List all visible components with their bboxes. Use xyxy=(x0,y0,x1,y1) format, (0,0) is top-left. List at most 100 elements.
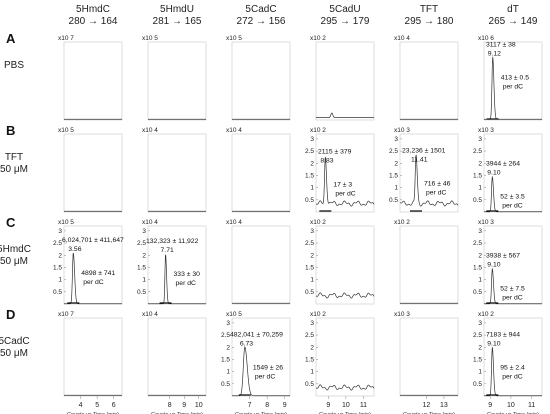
column-header-name: 5CadU xyxy=(329,4,360,15)
y-tick-label: 2.5 xyxy=(137,240,146,247)
y-tick-label: 0.5 xyxy=(473,381,482,388)
y-tick-label: 0.5 xyxy=(305,289,314,296)
x-tick-label: 4 xyxy=(79,402,83,409)
y-tick-label: 1.5 xyxy=(305,172,314,179)
chromatogram-trace xyxy=(484,176,542,213)
scale-label: x10 2 xyxy=(310,219,326,226)
scale-label: x10 2 xyxy=(310,127,326,134)
y-tick-label: 1.5 xyxy=(389,172,398,179)
y-tick-label: 2.5 xyxy=(473,332,482,339)
y-tick-label: 0.5 xyxy=(305,381,314,388)
y-tick-label: 1 xyxy=(142,277,146,284)
panel-frame xyxy=(315,41,375,121)
x-axis-label: Counts vs Time (min) xyxy=(67,412,119,414)
x-axis-label: Counts vs Time (min) xyxy=(403,412,455,414)
y-tick-label: 1 xyxy=(58,277,62,284)
scale-label: x10 5 xyxy=(58,219,74,226)
y-tick-label: 0.5 xyxy=(221,381,230,388)
per-dc-value-label: 413 ± 0.5 xyxy=(501,75,530,82)
peak-time-label: 9.12 xyxy=(488,51,501,58)
scale-label: x10 3 xyxy=(478,127,494,134)
peak-area-label: 3944 ± 264 xyxy=(486,161,520,168)
column-header-transition: 295 → 179 xyxy=(321,16,370,27)
y-tick-label: 2.5 xyxy=(305,332,314,339)
y-tick-label: 1.5 xyxy=(473,172,482,179)
panel-frame xyxy=(63,41,123,121)
column-header-transition: 280 → 164 xyxy=(69,16,118,27)
panel-frame xyxy=(399,133,459,213)
panel-frame xyxy=(231,225,291,305)
per-dc-value-label: 1549 ± 26 xyxy=(253,364,283,371)
y-tick-label: 2 xyxy=(310,160,314,167)
scale-label: x10 2 xyxy=(394,219,410,226)
x-axis-label: Counts vs Time (min) xyxy=(487,412,539,414)
column-header-name: 5HmdU xyxy=(160,4,194,15)
x-tick-label: 10 xyxy=(507,402,515,409)
scale-label: x10 6 xyxy=(478,35,494,42)
scale-label: x10 4 xyxy=(226,219,242,226)
per-dc-value-label: 52 ± 3.5 xyxy=(500,194,525,201)
panel-frame xyxy=(399,317,459,397)
chromatogram-trace xyxy=(484,56,542,120)
column-header-transition: 272 → 156 xyxy=(237,16,286,27)
panel-frame xyxy=(315,133,375,213)
y-tick-label: 3 xyxy=(478,320,482,327)
chromatogram-trace xyxy=(316,112,374,119)
y-tick-label: 2.5 xyxy=(389,148,398,155)
panel-frame xyxy=(231,133,291,213)
row-label: TFT xyxy=(5,152,23,163)
y-tick-label: 1 xyxy=(478,369,482,376)
peak-time-label: 3.56 xyxy=(68,246,81,253)
y-tick-label: 1.5 xyxy=(305,356,314,363)
x-tick-label: 8 xyxy=(265,402,269,409)
y-tick-label: 3 xyxy=(226,320,230,327)
scale-label: x10 5 xyxy=(226,35,242,42)
column-header-name: 5CadC xyxy=(245,4,276,15)
per-dc-unit-label: per dC xyxy=(502,295,522,302)
y-tick-label: 0.5 xyxy=(305,197,314,204)
peak-time-label: 9.10 xyxy=(487,340,500,347)
y-tick-label: 1 xyxy=(310,277,314,284)
peak-area-label: 3117 ± 38 xyxy=(486,42,516,49)
peak-time-label: 7.71 xyxy=(161,247,174,254)
scale-label: x10 3 xyxy=(394,311,410,318)
per-dc-value-label: 4898 ± 741 xyxy=(81,270,115,277)
y-tick-label: 2 xyxy=(226,344,230,351)
panel-frame xyxy=(147,133,207,213)
y-tick-label: 3 xyxy=(310,228,314,235)
peak-area-label: 3938 ± 567 xyxy=(486,253,520,260)
per-dc-value-label: 17 ± 3 xyxy=(333,181,352,188)
row-label: PBS xyxy=(4,60,24,71)
per-dc-unit-label: per dC xyxy=(502,373,522,380)
y-tick-label: 2.5 xyxy=(305,240,314,247)
per-dc-value-label: 52 ± 7.5 xyxy=(500,286,525,293)
x-axis-label: Counts vs Time (min) xyxy=(319,412,371,414)
y-tick-label: 3 xyxy=(310,320,314,327)
chromatogram-trace xyxy=(315,292,375,299)
x-axis-label: Counts vs Time (min) xyxy=(151,412,203,414)
x-tick-label: 5 xyxy=(95,402,99,409)
y-tick-label: 2.5 xyxy=(473,240,482,247)
y-tick-label: 2 xyxy=(478,160,482,167)
row-label: 50 μM xyxy=(0,164,28,175)
y-tick-label: 0.5 xyxy=(53,289,62,296)
y-tick-label: 3 xyxy=(478,228,482,235)
y-tick-label: 1 xyxy=(478,185,482,192)
peak-area-label: 482,041 ± 70,259 xyxy=(230,331,283,338)
chromatogram-trace xyxy=(399,154,459,207)
x-tick-label: 9 xyxy=(326,402,330,409)
chromatogram-trace xyxy=(148,254,206,305)
scale-label: x10 5 xyxy=(226,311,242,318)
per-dc-unit-label: per dC xyxy=(426,189,446,196)
scale-label: x10 2 xyxy=(478,311,494,318)
y-tick-label: 0.5 xyxy=(473,197,482,204)
per-dc-unit-label: per dC xyxy=(503,84,523,91)
chromatogram-trace xyxy=(315,384,375,391)
per-dc-value-label: 95 ± 2.4 xyxy=(500,364,525,371)
peak-area-label: 132,323 ± 11,922 xyxy=(146,238,199,245)
row-letter: A xyxy=(6,31,16,46)
scale-label: x10 4 xyxy=(226,127,242,134)
y-tick-label: 1.5 xyxy=(305,264,314,271)
panel-frame xyxy=(147,317,207,397)
